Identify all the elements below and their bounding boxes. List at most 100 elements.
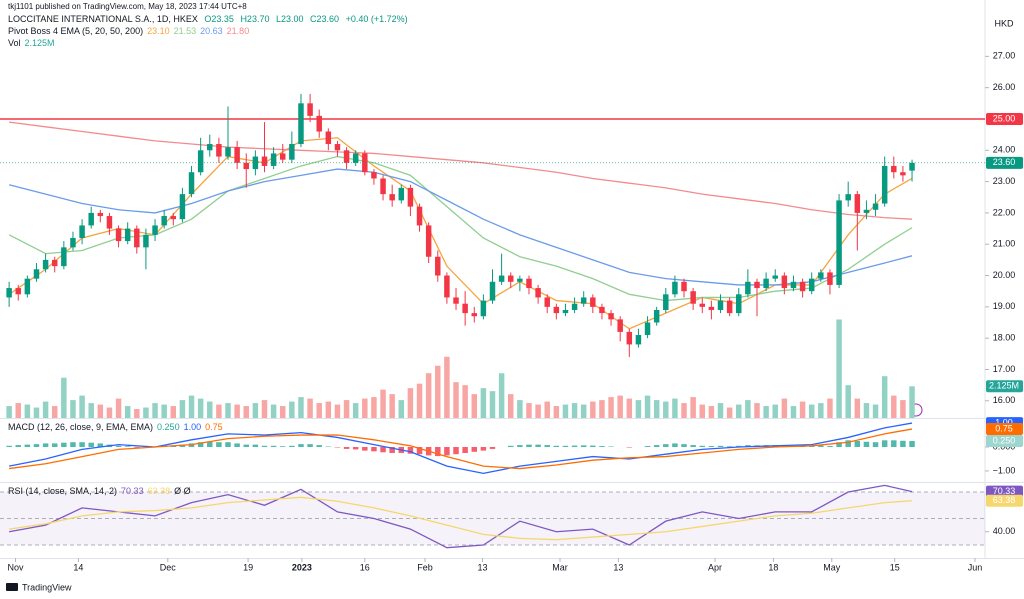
macd-hist-bar: [599, 446, 605, 448]
macd-hist-bar: [362, 447, 368, 451]
volume-bar: [444, 356, 450, 418]
candle-body: [152, 225, 158, 235]
macd-line: [8, 422, 913, 475]
candle-body: [790, 281, 797, 289]
ema-legend-value: 21.80: [226, 26, 250, 36]
volume-bar: [24, 404, 31, 418]
candle-body: [261, 156, 268, 166]
x-tick-label: Jun: [968, 562, 983, 572]
macd-hist-bar: [51, 443, 58, 448]
macd-legend-title: MACD (12, 26, close, 9, EMA, EMA): [8, 422, 154, 432]
candle-body: [644, 322, 651, 336]
candle-body: [389, 194, 395, 201]
macd-hist-bar: [124, 446, 131, 448]
volume-bar: [416, 383, 423, 418]
volume-bar: [97, 404, 104, 418]
volume-bar: [380, 389, 386, 418]
volume-bar: [207, 401, 213, 418]
rsi-legend: RSI (14, close, SMA, 14, 2) 70.33 63.38 Ø Ø: [8, 486, 195, 496]
candle-body: [818, 272, 824, 279]
ohlc-open: O23.35: [204, 14, 234, 24]
volume-bar: [553, 406, 560, 418]
macd-hist-bar: [644, 446, 651, 448]
rsi-legend-value: 63.38: [147, 486, 171, 496]
volume-bar: [134, 409, 140, 418]
candle-body: [745, 281, 751, 295]
macd-hist-bar: [216, 442, 222, 448]
macd-hist-bar: [88, 442, 94, 448]
ema-legend-value: 20.63: [200, 26, 223, 36]
candle-body: [580, 297, 587, 304]
volume-bar: [790, 406, 797, 418]
symbol: LOCCITANE INTERNATIONAL S.A., 1D, HKEX: [8, 14, 198, 24]
macd-hist-bar: [471, 447, 477, 452]
macd-hist-bar: [444, 447, 450, 456]
candle-body: [626, 331, 633, 345]
volume-bar: [562, 404, 569, 418]
candle-body: [653, 309, 660, 323]
volume-bar: [307, 398, 313, 418]
ema-line: [8, 137, 913, 330]
volume-bar: [508, 394, 514, 418]
x-tick-label: Mar: [552, 562, 568, 572]
volume-bar: [644, 395, 651, 418]
volume-bar: [489, 391, 496, 418]
macd-hist-bar: [845, 440, 851, 448]
macd-hist-bar: [818, 445, 824, 448]
candle-body: [115, 228, 122, 242]
candle-body: [61, 247, 67, 267]
last-price-badge: 23.60: [993, 157, 1016, 167]
y-tick-label: 24.00: [993, 145, 1016, 155]
volume-bar: [498, 373, 505, 418]
macd-hist-bar: [298, 444, 304, 448]
candle-body: [371, 172, 377, 179]
macd-hist-bar: [416, 447, 423, 455]
candle-body: [70, 237, 76, 248]
candle-body: [88, 212, 94, 226]
candle-body: [708, 306, 715, 310]
candle-body: [197, 150, 204, 173]
volume-bar: [745, 400, 751, 418]
x-tick-label: 2023: [292, 562, 312, 572]
candle-body: [362, 153, 368, 173]
volume-bar: [845, 385, 851, 418]
macd-hist-bar: [663, 444, 669, 448]
candle-body: [635, 335, 642, 345]
macd-legend-value: 1.00: [183, 422, 202, 432]
macd-hist-bar: [480, 447, 487, 451]
candle-body: [316, 115, 322, 132]
candle-body: [863, 209, 870, 213]
x-tick-label: Nov: [7, 562, 24, 572]
macd-hist-bar: [79, 442, 85, 448]
volume-bar: [33, 407, 40, 418]
volume-bar: [690, 397, 696, 418]
candle-body: [453, 297, 459, 304]
macd-hist-bar: [371, 447, 377, 452]
macd-legend-value: 0.75: [205, 422, 223, 432]
candle-body: [891, 165, 897, 173]
macd-hist-bar: [900, 440, 906, 448]
volume-bar: [772, 404, 778, 418]
volume-bar: [435, 365, 441, 418]
candle-body: [717, 300, 724, 310]
macd-hist-bar: [571, 445, 578, 448]
candle-body: [216, 144, 222, 157]
volume-bar: [599, 400, 605, 418]
macd-badge-bg: [986, 423, 1023, 436]
macd-hist-bar: [279, 446, 286, 448]
macd-hist-bar: [70, 442, 76, 448]
ema-legend-value: 21.53: [173, 26, 197, 36]
candle-body: [24, 278, 31, 295]
volume-bar: [352, 403, 359, 418]
volume-bar: [717, 403, 724, 418]
macd-hist-legend: 0.250: [157, 422, 180, 432]
candle-body: [781, 275, 788, 289]
volume-bar: [854, 398, 861, 418]
publisher: tkj1101 published on TradingView.com, Ma…: [8, 2, 247, 11]
rsi-line: [9, 496, 913, 541]
candle-body: [398, 187, 405, 201]
rsi-badge: 70.33: [993, 486, 1016, 496]
macd-hist-bar: [6, 445, 12, 448]
macd-hist-bar: [726, 446, 733, 448]
